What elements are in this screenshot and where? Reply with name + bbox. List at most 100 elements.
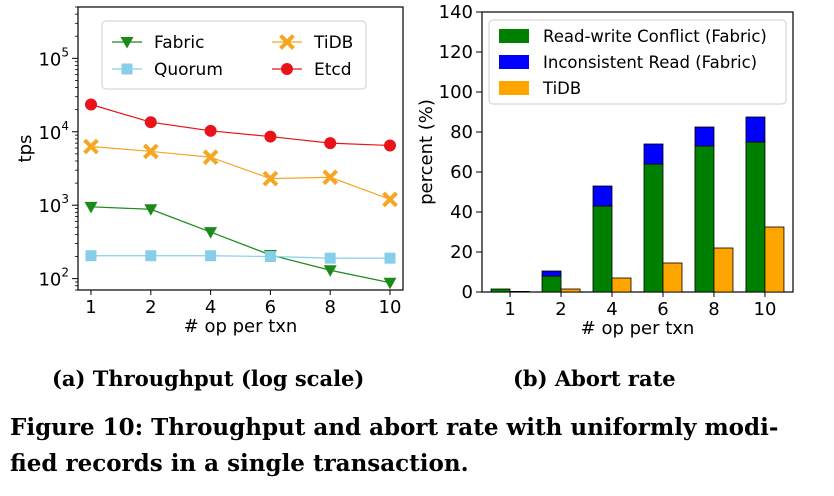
point-tidb: [142, 143, 159, 160]
bar-tidb: [713, 247, 734, 293]
legend-b: Read-write Conflict (Fabric) Inconsistent…: [488, 19, 787, 105]
plot-frame-b: [481, 11, 794, 293]
x-tick-label-b: 6: [657, 299, 668, 320]
point-etcd: [204, 124, 217, 137]
point-tidb: [83, 138, 99, 155]
legend-swatch-b: [499, 55, 529, 69]
point-etcd: [144, 116, 157, 129]
legend-a: Fabric TiDB Quorum Etcd: [101, 20, 367, 90]
y-tick-label-b: 100: [439, 82, 473, 103]
figure-caption-line2: fied records in a single transaction.: [10, 450, 469, 477]
bar-read-write-conflict: [541, 275, 562, 293]
y-tick-exp-a: 3: [61, 192, 69, 206]
y-tick-label-b: 20: [450, 242, 473, 263]
x-tick-label-b: 4: [606, 299, 617, 320]
line-tidb: [90, 145, 391, 200]
x-tick-label-a: 10: [379, 297, 402, 318]
legend-marker-a: [120, 37, 134, 49]
bar-inconsistent-read: [592, 185, 613, 207]
x-tick-label-b: 2: [555, 299, 566, 320]
legend-label-a: Fabric: [154, 33, 205, 53]
legend-box-a: [101, 20, 367, 90]
legend-label-a: TiDB: [313, 33, 353, 53]
y-axis-label-b: percent (%): [416, 99, 437, 205]
y-tick-label-a: 103: [38, 192, 69, 217]
point-quorum: [205, 250, 217, 262]
x-tick-label-a: 1: [85, 297, 96, 318]
legend-box-b: [488, 19, 787, 105]
bar-inconsistent-read: [745, 116, 766, 143]
x-axis-label-b: # op per txn: [581, 318, 695, 339]
legend-label-b: Read-write Conflict (Fabric): [543, 27, 767, 46]
x-tick-label-a: 6: [265, 297, 276, 318]
y-tick-exp-a: 4: [61, 119, 69, 133]
point-fabric: [323, 265, 337, 277]
bar-read-write-conflict: [490, 288, 511, 293]
y-tick-label-a: 104: [38, 119, 69, 144]
plot-frame-a: [77, 6, 404, 291]
x-tick-label-a: 4: [205, 297, 216, 318]
legend-label-a: Quorum: [154, 60, 223, 80]
y-tick-exp-a: 5: [61, 45, 69, 59]
legend-label-b: TiDB: [542, 79, 581, 98]
abort-rate-chart: 0 20 40 60 80 100 120 140 1 2 4 6 8 10 # op per txn per…: [416, 2, 794, 339]
legend-label-a: Etcd: [314, 60, 352, 80]
y-tick-label-b: 40: [450, 202, 473, 223]
point-etcd: [384, 139, 396, 152]
point-tidb: [202, 149, 219, 166]
x-tick-label-b: 1: [504, 299, 515, 320]
point-etcd: [264, 130, 277, 143]
bar-read-write-conflict: [643, 163, 664, 293]
x-axis-label-a: # op per txn: [184, 316, 298, 337]
bar-read-write-conflict: [694, 145, 715, 293]
x-tick-label-a: 8: [324, 297, 335, 318]
figure-caption-line1: Figure 10: Throughput and abort rate wit…: [10, 414, 779, 441]
point-quorum: [264, 251, 276, 263]
bar-tidb: [662, 262, 683, 293]
x-tick-label-a: 2: [145, 297, 156, 318]
point-tidb: [382, 191, 398, 208]
legend-marker-a: [281, 63, 293, 75]
line-fabric: [90, 206, 391, 284]
legend-swatch-b: [499, 81, 529, 95]
legend-marker-a: [121, 63, 133, 75]
x-tick-label-b: 10: [754, 299, 777, 320]
y-tick-label-b: 140: [439, 2, 473, 23]
bar-tidb: [611, 277, 632, 293]
legend-marker-a: [279, 34, 295, 50]
point-tidb: [262, 170, 279, 187]
bar-read-write-conflict: [745, 141, 766, 293]
line-etcd: [90, 103, 391, 147]
bar-inconsistent-read: [541, 270, 562, 277]
point-fabric: [204, 227, 218, 239]
point-quorum: [145, 250, 157, 262]
point-fabric: [144, 204, 158, 216]
bar-inconsistent-read: [694, 126, 715, 147]
legend-label-b: Inconsistent Read (Fabric): [543, 53, 757, 72]
bar-read-write-conflict: [592, 205, 613, 293]
bar-tidb: [764, 226, 785, 293]
y-tick-label-a: 102: [38, 266, 69, 291]
point-quorum: [384, 252, 396, 264]
y-tick-label-a: 105: [38, 45, 69, 70]
y-tick-label-b: 0: [462, 282, 473, 303]
y-tick-base-a: 10: [38, 270, 61, 291]
line-quorum: [91, 255, 390, 259]
y-tick-label-b: 60: [450, 162, 473, 183]
bar-inconsistent-read: [643, 143, 664, 165]
y-tick-base-a: 10: [38, 49, 61, 70]
bar-tidb: [509, 290, 530, 293]
point-etcd: [85, 98, 97, 111]
x-tick-label-b: 8: [708, 299, 719, 320]
point-etcd: [324, 137, 337, 150]
point-quorum: [85, 250, 97, 262]
point-fabric: [84, 201, 98, 214]
point-fabric: [383, 277, 397, 290]
y-tick-base-a: 10: [38, 196, 61, 217]
y-tick-exp-a: 2: [61, 266, 69, 280]
bar-tidb: [560, 288, 581, 293]
y-tick-label-b: 120: [439, 42, 473, 63]
y-tick-base-a: 10: [38, 123, 61, 144]
